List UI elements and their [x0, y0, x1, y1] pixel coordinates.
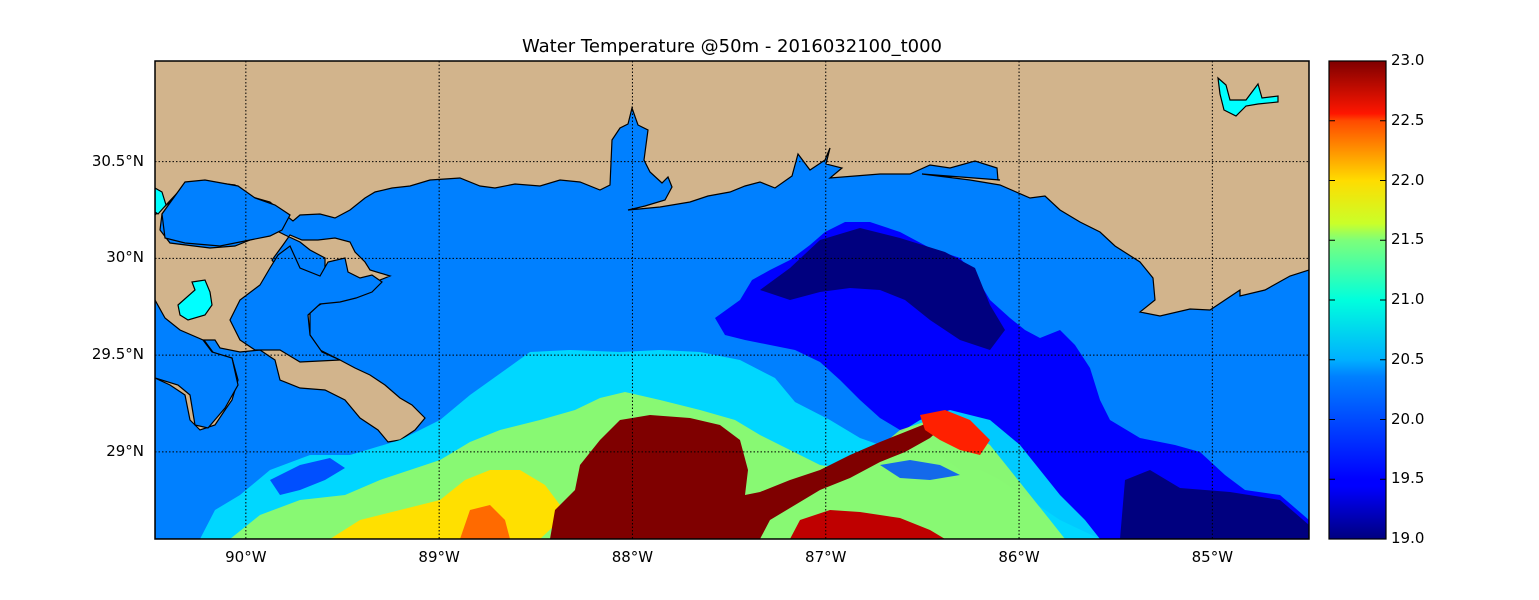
longitude-label: 86°W: [998, 548, 1040, 566]
map-area: [155, 61, 1309, 539]
cold-eddy-northeast: [715, 222, 1309, 539]
temperature-field: [200, 222, 1309, 539]
colorbar-gradient: [1329, 61, 1386, 539]
marsh-water: [155, 298, 239, 429]
colorbar-tick-label: 20.5: [1391, 349, 1425, 368]
blue-swirl: [270, 458, 345, 495]
warm-filament-red: [920, 410, 990, 455]
longitude-label: 85°W: [1191, 548, 1234, 566]
loop-current-warm-core: [550, 415, 950, 539]
cold-southeast: [1120, 470, 1309, 539]
latitude-label: 29°N: [106, 441, 144, 460]
colorbar-tick-label: 21.5: [1391, 230, 1425, 249]
graticule: [155, 61, 1309, 539]
orange-patch: [460, 505, 510, 539]
choctawhatchee-lake: [1217, 76, 1279, 117]
longitude-label: 88°W: [611, 548, 654, 566]
latitude-label: 30.5°N: [91, 151, 144, 170]
breton-sound: [229, 245, 383, 363]
warm-filament-south: [790, 510, 945, 539]
colorbar-tick-label: 23.0: [1391, 51, 1425, 69]
colorbar-ticks: [1329, 60, 1386, 540]
colorbar-tick-label: 19.0: [1391, 529, 1425, 547]
longitude-label: 90°W: [225, 548, 267, 566]
map-title: Water Temperature @50m - 2016032100_t000: [522, 36, 942, 57]
colorbar-tick-label: 21.0: [1391, 290, 1425, 308]
longitude-label: 89°W: [418, 548, 460, 566]
map-frame: [154, 60, 1310, 540]
colorbar-tick-label: 19.5: [1391, 469, 1425, 488]
blue-swirl-east: [880, 460, 960, 480]
lake-maurepas: [155, 187, 167, 215]
longitude-label: 87°W: [805, 548, 847, 566]
colorbar-tick-label: 22.0: [1391, 170, 1425, 189]
latitude-label: 29.5°N: [91, 345, 144, 364]
lake-pontchartrain-outline: [161, 179, 291, 247]
lake-salvador: [177, 279, 213, 321]
colorbar-tick-label: 22.5: [1391, 110, 1425, 129]
colorbar-tick-label: 20.0: [1391, 409, 1425, 428]
latitude-label: 30°N: [106, 248, 144, 267]
